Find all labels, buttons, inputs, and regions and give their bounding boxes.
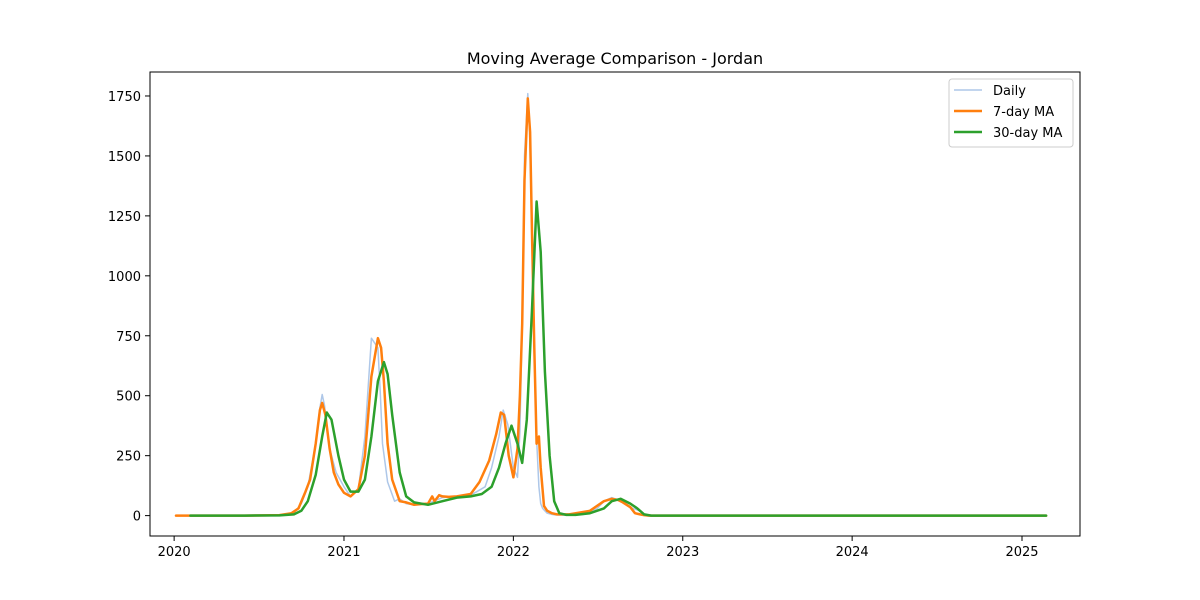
- legend-box: [948, 78, 1074, 148]
- y-tick-label: 500: [116, 390, 141, 405]
- x-tick-label: 2022: [497, 545, 530, 560]
- x-tick-label: 2021: [327, 545, 360, 560]
- y-tick-label: 250: [116, 450, 141, 465]
- y-axis: 0 250 500 750 1000 1250 1500 1750: [108, 90, 150, 525]
- legend: Daily 7-day MA 30-day MA: [948, 78, 1074, 148]
- x-tick-label: 2024: [836, 545, 869, 560]
- y-tick-label: 1250: [108, 210, 141, 225]
- y-tick-label: 1750: [108, 90, 141, 105]
- legend-label: 30-day MA: [993, 126, 1062, 141]
- y-tick-label: 1500: [108, 150, 141, 165]
- series-line-30-day-ma: [189, 200, 1048, 517]
- chart-title: Moving Average Comparison - Jordan: [467, 49, 763, 68]
- y-tick-label: 750: [116, 330, 141, 345]
- plot-frame: [149, 71, 1081, 537]
- plot-lines: [174, 92, 1048, 517]
- series-line-7-day-ma: [174, 97, 1048, 517]
- x-tick-label: 2025: [1005, 545, 1038, 560]
- legend-label: 7-day MA: [993, 105, 1054, 120]
- y-tick-label: 1000: [108, 270, 141, 285]
- x-tick-label: 2020: [158, 545, 191, 560]
- legend-label: Daily: [993, 84, 1026, 99]
- y-tick-label: 0: [133, 510, 141, 525]
- x-tick-label: 2023: [666, 545, 699, 560]
- x-axis: 2020 2021 2022 2023 2024 2025: [158, 536, 1039, 560]
